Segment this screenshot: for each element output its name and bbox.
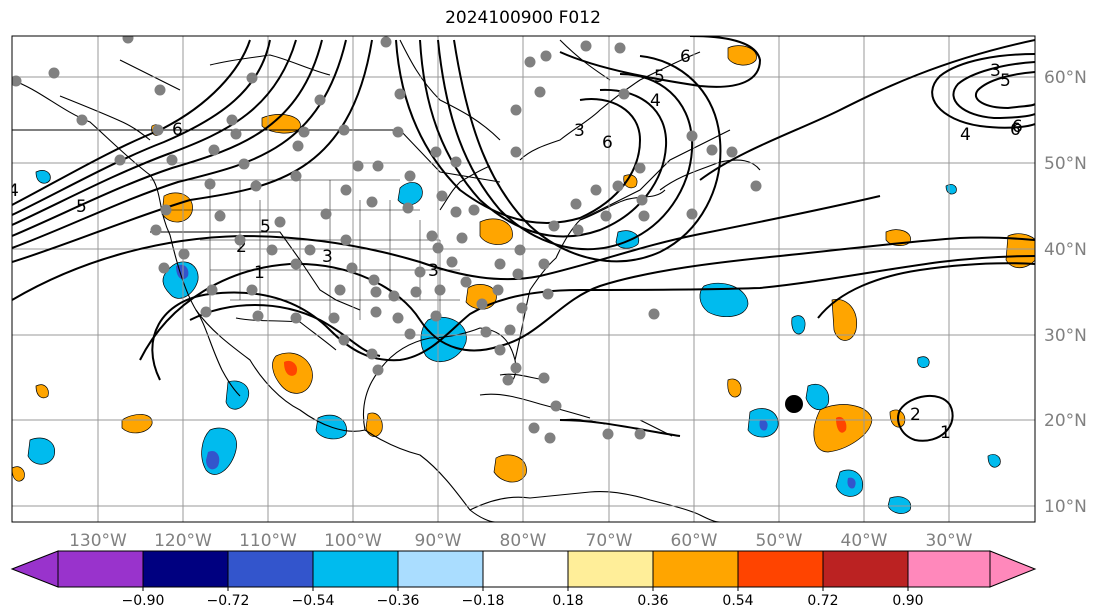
map-frame: [11, 35, 1036, 523]
colorbar-segment: [312, 550, 399, 588]
contour-label: 6: [172, 120, 183, 140]
chart-title: 2024100900 F012: [445, 8, 601, 28]
colorbar-segment: [142, 550, 229, 588]
lon-label: 60°W: [671, 531, 718, 551]
colorbar-segment: [907, 550, 991, 588]
colorbar-segment: [652, 550, 739, 588]
lon-label: 40°W: [841, 531, 888, 551]
storm-center-marker: [785, 395, 803, 413]
map-panel: 6 5 4 3 6 5 4 6 3 6 3 2 1 4 5 6 2 1 5 3: [8, 36, 1035, 522]
colorbar-segment: [989, 550, 1037, 588]
contour-label: 2: [910, 405, 921, 425]
contour-label: 4: [8, 181, 19, 201]
coastlines-borders: [12, 39, 761, 522]
contour-label: 3: [574, 121, 585, 141]
colorbar-tick-label: −0.90: [122, 593, 165, 609]
contour-label: 5: [260, 217, 271, 237]
contour-label: 5: [76, 197, 87, 217]
colorbar-tick-label: −0.36: [377, 593, 420, 609]
colorbar-tick-label: 0.90: [892, 593, 923, 609]
lon-label: 120°W: [154, 531, 212, 551]
lon-label: 110°W: [239, 531, 297, 551]
lon-label: 70°W: [586, 531, 633, 551]
contour-label: 5: [1000, 71, 1011, 91]
contour-label: 6: [1012, 117, 1023, 137]
colorbar-tick-labels: −0.90 −0.72 −0.54 −0.36 −0.18 0.18 0.36 …: [122, 593, 924, 609]
contour-label: 1: [940, 423, 951, 443]
lon-label: 50°W: [756, 531, 803, 551]
contour-label: 4: [960, 125, 971, 145]
latitude-labels: 60°N 50°N 40°N 30°N 20°N 10°N: [1044, 68, 1087, 517]
contour-label: 5: [654, 67, 665, 87]
lat-label: 20°N: [1044, 411, 1087, 431]
shaded-anomaly-layer: [12, 45, 1035, 514]
colorbar-segment: [57, 550, 144, 588]
colorbar-segment: [737, 550, 824, 588]
colorbar-tick-label: −0.72: [207, 593, 250, 609]
lon-label: 80°W: [500, 531, 547, 551]
strong-cool-cores: [176, 264, 856, 489]
lat-label: 60°N: [1044, 68, 1087, 88]
lat-label: 30°N: [1044, 326, 1087, 346]
contour-label: 6: [680, 47, 691, 67]
lon-label: 30°W: [926, 531, 973, 551]
longitude-labels: 130°W 120°W 110°W 100°W 90°W 80°W 70°W 6…: [69, 531, 973, 551]
colorbar-tick-label: 0.54: [722, 593, 753, 609]
colorbar-segment: [822, 550, 909, 588]
contour-label: 3: [428, 261, 439, 281]
colorbar: [10, 550, 1037, 588]
contour-label: 3: [322, 247, 333, 267]
contour-label: 1: [254, 263, 265, 283]
strong-warm-cores: [284, 360, 847, 433]
colorbar-tick-label: −0.54: [292, 593, 335, 609]
lat-label: 50°N: [1044, 154, 1087, 174]
contour-label-group: 6 5 4 3 6 5 4 6 3 6 3 2 1 4 5 6 2 1 5 3: [8, 47, 1023, 443]
colorbar-ticks: [142, 587, 909, 591]
colorbar-segment: [397, 550, 484, 588]
lon-label: 90°W: [415, 531, 462, 551]
colorbar-tick-label: 0.36: [637, 593, 668, 609]
lon-label: 130°W: [69, 531, 127, 551]
colorbar-segment: [227, 550, 314, 588]
contour-label: 6: [1010, 120, 1021, 140]
colorbar-tick-label: 0.72: [807, 593, 838, 609]
colorbar-tick-label: −0.18: [462, 593, 505, 609]
colorbar-segment: [10, 550, 59, 588]
station-markers: [12, 36, 762, 444]
lon-label: 100°W: [324, 531, 382, 551]
contour-label: 6: [602, 133, 613, 153]
colorbar-segment: [482, 550, 569, 588]
lat-label: 40°N: [1044, 240, 1087, 260]
lat-label: 10°N: [1044, 497, 1087, 517]
contour-label: 2: [236, 237, 247, 257]
colorbar-tick-label: 0.18: [552, 593, 583, 609]
colorbar-segment: [567, 550, 654, 588]
contour-label: 3: [990, 61, 1001, 81]
contour-label: 4: [650, 91, 661, 111]
